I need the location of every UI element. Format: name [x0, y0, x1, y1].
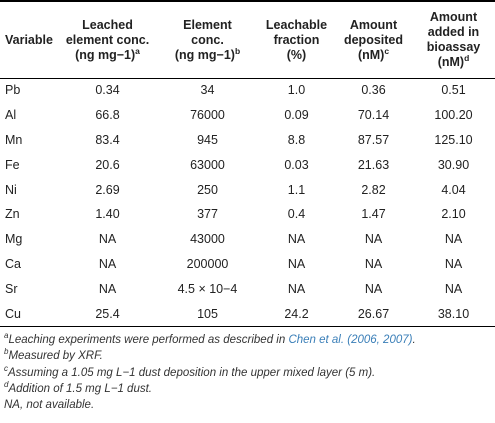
footnote-c: cAssuming a 1.05 mg L−1 dust deposition …	[4, 363, 376, 379]
table-row: Sr NA 4.5 × 10−4 NA NA NA	[0, 276, 495, 301]
cell-leachable-fraction: 1.1	[287, 182, 306, 197]
cell-amount-deposited: NA	[364, 281, 383, 296]
cell-leachable-fraction: 0.03	[284, 157, 309, 172]
table-top-rule	[0, 0, 495, 2]
table-row: Fe 20.6 63000 0.03 21.63 30.90	[0, 152, 495, 177]
cell-variable: Al	[5, 108, 17, 123]
cell-amount-added: 100.20	[434, 108, 473, 123]
citation-link[interactable]: Chen et al. (2006, 2007)	[288, 334, 413, 346]
cell-leached-conc: 66.8	[95, 108, 120, 123]
footnote-na: NA, not available.	[4, 399, 95, 412]
cell-leachable-fraction: NA	[287, 281, 306, 296]
cell-element-conc: 34	[200, 83, 215, 98]
cell-element-conc: 63000	[190, 157, 225, 172]
header-leachable-fraction: Leachable fraction (%)	[265, 17, 328, 62]
table-row: Pb 0.34 34 1.0 0.36 0.51	[0, 78, 495, 103]
cell-amount-added: 38.10	[437, 306, 470, 321]
cell-element-conc: 200000	[186, 256, 229, 271]
cell-amount-deposited: 70.14	[357, 108, 390, 123]
cell-amount-deposited: 0.36	[361, 83, 386, 98]
cell-amount-added: 125.10	[434, 132, 473, 147]
cell-amount-deposited: 21.63	[357, 157, 390, 172]
cell-variable: Ca	[5, 256, 21, 271]
table-row: Zn 1.40 377 0.4 1.47 2.10	[0, 202, 495, 227]
header-amount-deposited: Amount deposited (nM)c	[343, 17, 404, 62]
cell-variable: Mg	[5, 232, 23, 247]
cell-leachable-fraction: 0.09	[284, 108, 309, 123]
table-row: Cu 25.4 105 24.2 26.67 38.10	[0, 301, 495, 326]
cell-leached-conc: 25.4	[95, 306, 120, 321]
header-rule	[0, 78, 495, 79]
cell-leached-conc: 20.6	[95, 157, 120, 172]
cell-amount-deposited: 87.57	[357, 132, 390, 147]
cell-leached-conc: NA	[98, 256, 117, 271]
cell-variable: Pb	[5, 83, 21, 98]
table-body: Pb 0.34 34 1.0 0.36 0.51 Al 66.8 76000 0.09 70.14 1…	[0, 78, 495, 326]
cell-leached-conc: 0.34	[95, 83, 120, 98]
cell-leached-conc: 83.4	[95, 132, 120, 147]
cell-element-conc: 945	[197, 132, 218, 147]
cell-variable: Sr	[5, 281, 18, 296]
cell-element-conc: 4.5 × 10−4	[177, 281, 238, 296]
cell-element-conc: 76000	[190, 108, 225, 123]
cell-element-conc: 43000	[190, 232, 225, 247]
cell-amount-deposited: NA	[364, 256, 383, 271]
cell-leachable-fraction: NA	[287, 256, 306, 271]
cell-leachable-fraction: 24.2	[284, 306, 309, 321]
cell-amount-added: NA	[444, 256, 463, 271]
cell-amount-added: NA	[444, 281, 463, 296]
cell-element-conc: 377	[197, 207, 218, 222]
cell-amount-added: 4.04	[441, 182, 466, 197]
table-row: Mg NA 43000 NA NA NA	[0, 227, 495, 252]
header-element-conc: Element conc. (ng mg−1)b	[174, 17, 241, 62]
cell-variable: Mn	[5, 132, 23, 147]
cell-element-conc: 250	[197, 182, 218, 197]
data-table: Variable Leached element conc. (ng mg−1)…	[0, 2, 495, 326]
cell-variable: Ni	[5, 182, 17, 197]
cell-amount-deposited: 26.67	[357, 306, 390, 321]
cell-element-conc: 105	[197, 306, 218, 321]
header-amount-added: Amount added in bioassay (nM)d	[426, 10, 481, 69]
table-row: Mn 83.4 945 8.8 87.57 125.10	[0, 128, 495, 153]
table-row: Al 66.8 76000 0.09 70.14 100.20	[0, 103, 495, 128]
cell-leached-conc: NA	[98, 232, 117, 247]
header-leached-conc: Leached element conc. (ng mg−1)a	[65, 17, 150, 62]
cell-amount-added: 2.10	[441, 207, 466, 222]
footnote-a: aLeaching experiments were performed as …	[4, 331, 416, 346]
table-row: Ni 2.69 250 1.1 2.82 4.04	[0, 177, 495, 202]
cell-leachable-fraction: 0.4	[287, 207, 306, 222]
cell-amount-added: 0.51	[441, 83, 466, 98]
cell-leachable-fraction: NA	[287, 232, 306, 247]
cell-leachable-fraction: 8.8	[287, 132, 306, 147]
cell-leached-conc: 2.69	[95, 182, 120, 197]
cell-leached-conc: NA	[98, 281, 117, 296]
header-variable: Variable	[5, 32, 53, 47]
cell-leachable-fraction: 1.0	[287, 83, 306, 98]
footnote-b: bMeasured by XRF.	[4, 347, 103, 363]
cell-variable: Cu	[5, 306, 21, 321]
cell-leached-conc: 1.40	[95, 207, 120, 222]
header-row: Variable Leached element conc. (ng mg−1)…	[0, 2, 495, 78]
cell-amount-added: 30.90	[437, 157, 470, 172]
cell-amount-added: NA	[444, 232, 463, 247]
table-row: Ca NA 200000 NA NA NA	[0, 252, 495, 277]
cell-amount-deposited: 2.82	[361, 182, 386, 197]
cell-amount-deposited: 1.47	[361, 207, 386, 222]
footnote-d: dAddition of 1.5 mg L−1 dust.	[4, 380, 152, 395]
cell-amount-deposited: NA	[364, 232, 383, 247]
cell-variable: Zn	[5, 207, 20, 222]
cell-variable: Fe	[5, 157, 20, 172]
table-bottom-rule	[0, 326, 495, 327]
footnotes: aLeaching experiments were performed as …	[4, 332, 492, 413]
